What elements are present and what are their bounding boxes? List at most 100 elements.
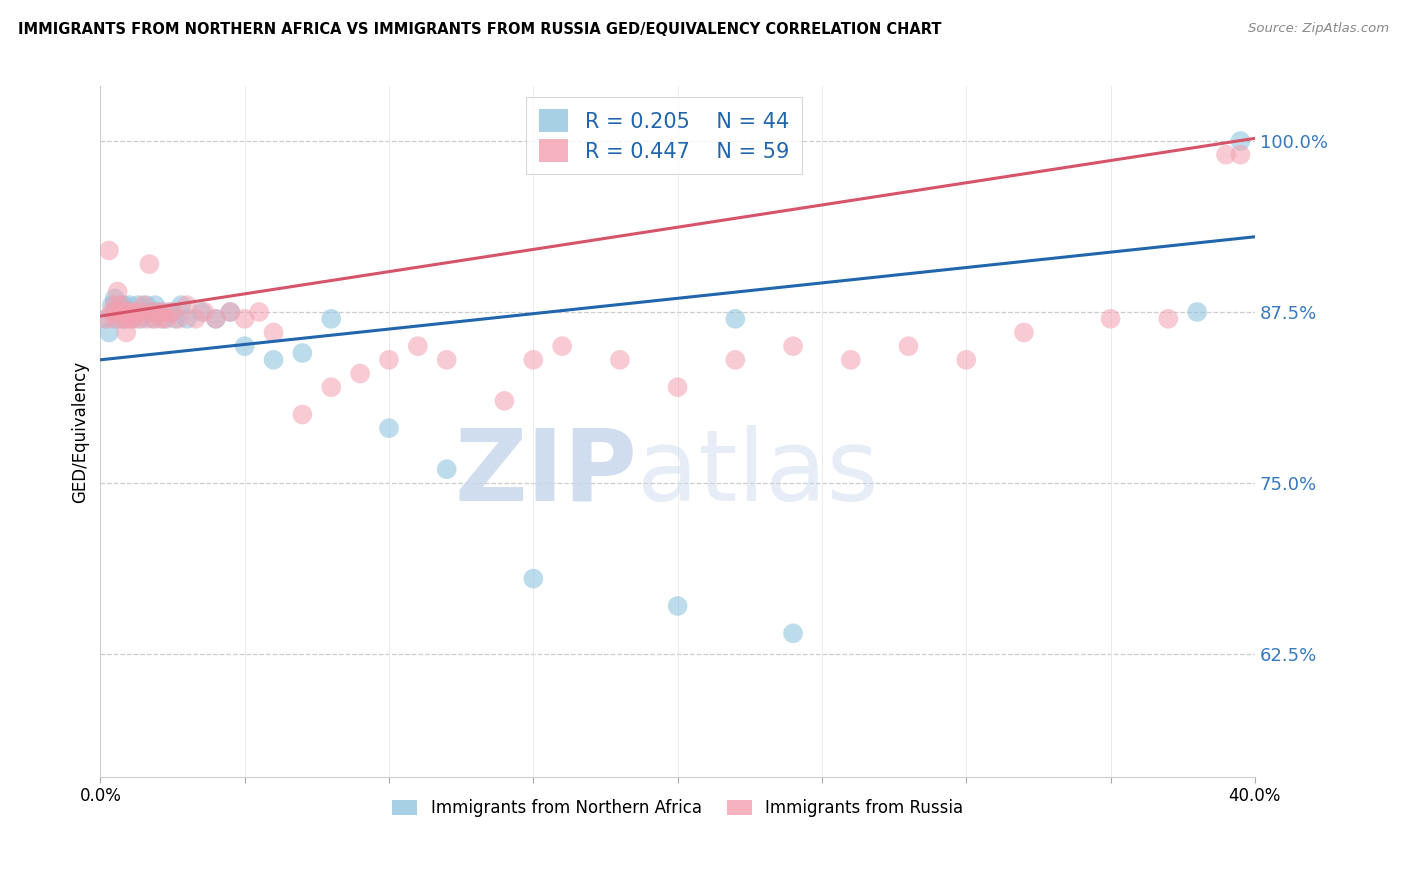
Point (124, 305, 146, 319)
Point (104, 305, 127, 319)
Point (1157, 311, 1180, 326)
Point (219, 305, 242, 319)
Point (193, 305, 215, 319)
Point (110, 305, 132, 319)
Point (115, 305, 138, 319)
Point (143, 311, 166, 326)
Point (127, 298, 149, 312)
Point (1229, 147, 1251, 161)
Point (321, 311, 343, 326)
Point (153, 305, 176, 319)
Text: IMMIGRANTS FROM NORTHERN AFRICA VS IMMIGRANTS FROM RUSSIA GED/EQUIVALENCY CORREL: IMMIGRANTS FROM NORTHERN AFRICA VS IMMIG… (18, 22, 942, 37)
Point (138, 257, 160, 271)
Point (724, 311, 747, 326)
Point (115, 311, 138, 326)
Point (839, 352, 862, 367)
Point (156, 311, 179, 326)
Point (132, 305, 155, 319)
Point (190, 305, 212, 319)
Point (104, 291, 127, 305)
Point (138, 305, 160, 319)
Point (184, 311, 207, 326)
Point (110, 298, 132, 312)
Point (149, 311, 172, 326)
Point (247, 305, 270, 319)
Point (143, 298, 166, 312)
Point (263, 326, 285, 340)
Point (112, 298, 135, 312)
Point (176, 298, 198, 312)
Point (127, 311, 149, 326)
Point (141, 311, 163, 326)
Point (897, 339, 920, 353)
Point (494, 393, 516, 408)
Point (159, 305, 181, 319)
Point (101, 298, 124, 312)
Point (129, 305, 152, 319)
Point (104, 298, 127, 312)
Point (112, 305, 135, 319)
Point (170, 298, 193, 312)
Point (167, 311, 190, 326)
Point (118, 298, 141, 312)
Point (165, 311, 187, 326)
Point (219, 305, 242, 319)
Point (204, 311, 226, 326)
Point (118, 305, 141, 319)
Point (233, 339, 256, 353)
Point (782, 339, 804, 353)
Point (291, 408, 314, 422)
Point (321, 380, 343, 394)
Text: Source: ZipAtlas.com: Source: ZipAtlas.com (1249, 22, 1389, 36)
Point (378, 421, 401, 435)
Point (98, 326, 121, 340)
Y-axis label: GED/Equivalency: GED/Equivalency (72, 360, 89, 503)
Point (1185, 305, 1208, 319)
Point (110, 298, 132, 312)
Point (107, 305, 129, 319)
Point (107, 285, 129, 299)
Point (94, 311, 117, 326)
Point (94, 311, 117, 326)
Point (121, 311, 143, 326)
Text: atlas: atlas (637, 425, 879, 522)
Point (406, 339, 429, 353)
Point (955, 352, 977, 367)
Point (101, 305, 124, 319)
Point (1215, 147, 1237, 161)
Point (1229, 134, 1251, 148)
Point (378, 352, 401, 367)
Point (112, 311, 135, 326)
Point (115, 305, 138, 319)
Point (162, 305, 184, 319)
Point (1099, 311, 1122, 326)
Point (98, 244, 121, 258)
Point (104, 311, 127, 326)
Point (291, 346, 314, 360)
Point (666, 380, 689, 394)
Point (233, 311, 256, 326)
Point (153, 311, 176, 326)
Point (349, 367, 371, 381)
Point (112, 311, 135, 326)
Point (135, 311, 157, 326)
Point (146, 305, 169, 319)
Point (436, 352, 458, 367)
Point (782, 626, 804, 640)
Point (118, 311, 141, 326)
Point (1012, 326, 1035, 340)
Point (146, 305, 169, 319)
Point (129, 311, 152, 326)
Point (107, 311, 129, 326)
Point (176, 311, 198, 326)
Point (110, 305, 132, 319)
Point (124, 305, 146, 319)
Point (141, 305, 163, 319)
Point (115, 326, 138, 340)
Point (135, 298, 157, 312)
Point (107, 305, 129, 319)
Legend: Immigrants from Northern Africa, Immigrants from Russia: Immigrants from Northern Africa, Immigra… (385, 792, 970, 824)
Point (551, 339, 574, 353)
Point (263, 352, 285, 367)
Text: ZIP: ZIP (454, 425, 637, 522)
